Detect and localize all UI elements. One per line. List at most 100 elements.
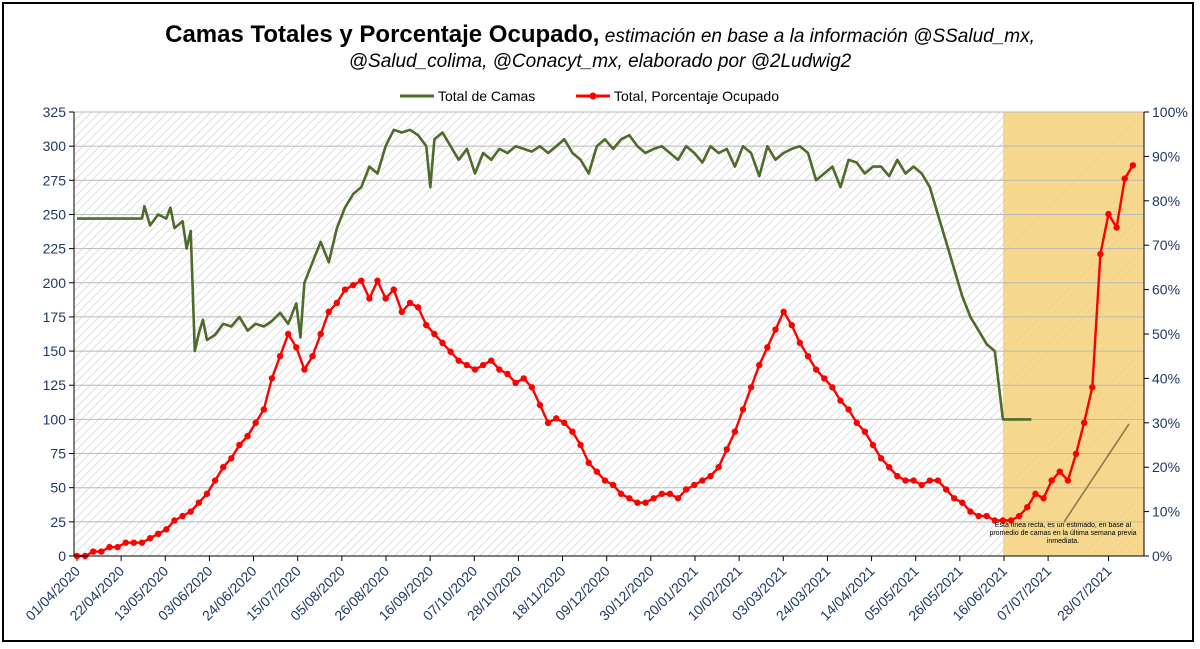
series-porcentaje-ocupado-point — [439, 339, 446, 347]
y-axis-left: 0 25 50 75 100 125 150 175 200 225 250 275 300 325 — [43, 104, 74, 564]
series-porcentaje-ocupado-point — [171, 517, 178, 524]
series-porcentaje-ocupado-point — [1032, 490, 1039, 498]
series-porcentaje-ocupado-point — [114, 543, 121, 551]
series-total-camas-line — [77, 128, 1032, 421]
series-porcentaje-ocupado-point — [138, 539, 146, 546]
series-porcentaje-ocupado-point — [715, 464, 722, 471]
series-porcentaje-ocupado-point — [496, 366, 503, 373]
series-porcentaje-ocupado-point — [1113, 224, 1120, 231]
series-porcentaje-ocupado-point — [691, 481, 698, 489]
series-porcentaje-ocupado-point — [780, 308, 787, 315]
series-porcentaje-ocupado-point — [593, 468, 601, 475]
series-porcentaje-ocupado-point — [739, 406, 747, 413]
series-porcentaje-ocupado-point — [772, 326, 779, 333]
series-porcentaje-ocupado-point — [837, 397, 844, 404]
series-porcentaje-ocupado-point — [309, 353, 316, 360]
legend-camas-label: Total de Camas — [438, 88, 535, 104]
series-porcentaje-ocupado-point — [934, 477, 942, 484]
series-porcentaje-ocupado-point — [414, 304, 422, 311]
series-porcentaje-ocupado-point — [244, 432, 251, 440]
series-porcentaje-ocupado-point — [390, 286, 397, 293]
series-porcentaje-ocupado-point — [406, 299, 414, 307]
y-left-tick-label: 175 — [43, 309, 67, 325]
series-porcentaje-ocupado-point — [195, 499, 203, 506]
y-right-tick-label: 40% — [1152, 370, 1180, 386]
y-left-tick-label: 150 — [43, 343, 67, 359]
series-porcentaje-ocupado-point — [634, 499, 641, 506]
series-porcentaje-ocupado-point — [1015, 512, 1023, 520]
y-right-tick-label: 100% — [1152, 104, 1188, 120]
y-left-tick-label: 125 — [43, 377, 67, 393]
y-left-tick-label: 325 — [43, 104, 67, 120]
estimated-region-band — [1002, 112, 1144, 556]
series-porcentaje-ocupado-point — [983, 512, 990, 520]
series-porcentaje-ocupado-point — [699, 477, 706, 484]
series-porcentaje-ocupado-point — [950, 495, 958, 502]
title-bold: Camas Totales y Porcentaje Ocupado, — [165, 21, 599, 48]
title-italic-2: @Salud_colima, @Conacyt_mx, elaborado po… — [349, 51, 852, 72]
series-porcentaje-ocupado-point — [447, 348, 454, 355]
series-porcentaje-ocupado-point — [812, 366, 820, 373]
series-porcentaje-ocupado-point — [894, 472, 901, 480]
y-right-tick-label: 10% — [1152, 504, 1180, 520]
series-porcentaje-ocupado-point — [577, 441, 584, 449]
series-porcentaje-ocupado-point — [122, 539, 129, 546]
series-porcentaje-ocupado-point — [512, 379, 519, 387]
chart-svg: Camas Totales y Porcentaje Ocupado, esti… — [22, 21, 1188, 624]
series-porcentaje-ocupado-point — [520, 375, 527, 382]
series-porcentaje-ocupado-point — [609, 481, 617, 489]
legend-ocupado-marker — [589, 92, 597, 100]
series-porcentaje-ocupado-point — [601, 477, 609, 484]
series-porcentaje-ocupado-point — [155, 530, 162, 537]
series-porcentaje-ocupado-point — [325, 308, 332, 315]
series-porcentaje-ocupado-point — [130, 539, 138, 546]
series-porcentaje-ocupado-point — [349, 281, 357, 289]
series-porcentaje-ocupado-point — [398, 308, 406, 315]
y-left-tick-label: 250 — [43, 206, 67, 222]
series-porcentaje-ocupado-point — [98, 548, 105, 555]
series-porcentaje-ocupado-point — [642, 499, 649, 506]
series-porcentaje-ocupado-point — [617, 490, 625, 498]
series-porcentaje-ocupado-point — [219, 464, 227, 471]
series-porcentaje-ocupado-point — [918, 481, 925, 489]
series-porcentaje-ocupado-point — [967, 508, 974, 515]
plot-area — [74, 112, 1144, 556]
series-porcentaje-ocupado-point — [90, 548, 97, 555]
chart-frame: Camas Totales y Porcentaje Ocupado, esti… — [2, 2, 1194, 642]
y-right-tick-label: 90% — [1152, 148, 1180, 164]
series-porcentaje-ocupado-point — [528, 384, 536, 391]
y-left-tick-label: 0 — [58, 548, 66, 564]
y-right-tick-label: 50% — [1152, 326, 1180, 342]
series-porcentaje-ocupado-point — [975, 512, 982, 520]
series-porcentaje-ocupado-point — [666, 490, 674, 498]
series-porcentaje-ocupado-point — [1040, 495, 1047, 502]
series-porcentaje-ocupado-point — [861, 428, 869, 435]
y-right-tick-label: 20% — [1152, 459, 1180, 475]
series-porcentaje-ocupado-point — [926, 477, 934, 484]
y-left-tick-label: 100 — [43, 411, 67, 427]
series-porcentaje-ocupado-point — [764, 344, 771, 351]
series-porcentaje-ocupado-point — [1129, 162, 1137, 169]
series-porcentaje-ocupado-point — [723, 446, 730, 453]
series-porcentaje-ocupado-point — [455, 357, 462, 364]
series-porcentaje-ocupado-point — [1056, 468, 1063, 475]
series-porcentaje-ocupado-point — [569, 428, 576, 435]
series-porcentaje-ocupado-point — [293, 344, 300, 351]
series-porcentaje-ocupado-point — [252, 419, 259, 426]
series-porcentaje-ocupado-point — [626, 495, 633, 502]
series-porcentaje-ocupado-point — [1007, 517, 1015, 524]
series-porcentaje-ocupado-point — [268, 375, 276, 382]
series-porcentaje-ocupado-point — [999, 517, 1007, 524]
series-porcentaje-ocupado-point — [366, 295, 373, 302]
series-porcentaje-ocupado-point — [869, 441, 877, 449]
y-right-tick-label: 70% — [1152, 237, 1180, 253]
series-porcentaje-ocupado-point — [991, 517, 999, 524]
series-porcentaje-ocupado-point — [829, 384, 836, 391]
series-porcentaje-ocupado-point — [821, 375, 828, 382]
title-italic-1: estimación en base a la información @SSa… — [599, 26, 1034, 47]
series-porcentaje-ocupado-point — [959, 499, 966, 506]
series-porcentaje-ocupado-point — [479, 361, 487, 369]
series-porcentaje-ocupado-point — [853, 419, 860, 426]
x-axis: 01/04/202022/04/202013/05/202003/06/2020… — [22, 556, 1115, 624]
series-porcentaje-ocupado-point — [658, 490, 665, 498]
